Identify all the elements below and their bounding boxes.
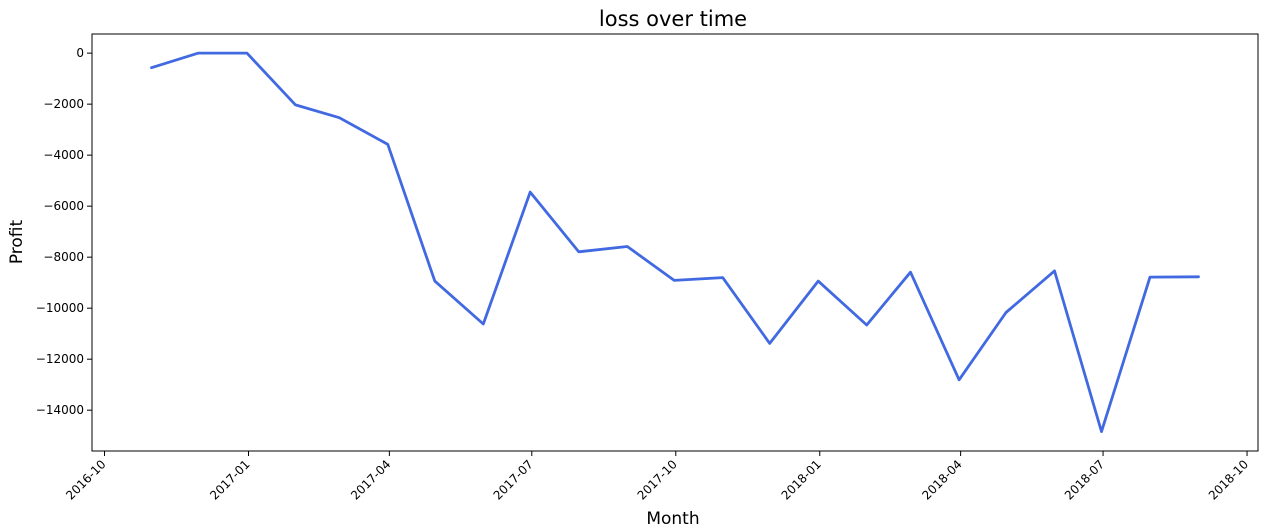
x-tick-label: 2018-04 — [919, 457, 964, 502]
y-tick-label: −4000 — [43, 148, 84, 162]
x-tick-label: 2018-01 — [779, 457, 824, 502]
x-tick-label: 2017-07 — [491, 457, 536, 502]
y-tick-label: −12000 — [36, 352, 84, 366]
x-tick-label: 2017-01 — [207, 457, 252, 502]
y-tick-label: −8000 — [43, 250, 84, 264]
y-tick-label: −14000 — [36, 403, 84, 417]
y-tick-label: −10000 — [36, 301, 84, 315]
x-tick-label: 2017-10 — [635, 457, 680, 502]
x-axis-title: Month — [646, 509, 699, 529]
plot-frame — [91, 33, 1259, 452]
x-tick-label: 2017-04 — [348, 457, 393, 502]
series-line — [150, 51, 1200, 434]
y-axis-title: Profit — [7, 219, 27, 264]
plot-area: 0 −2000 −4000 −6000 −8000 −10000 −12000 −14000 2… — [36, 33, 1259, 503]
x-tick-label: 2016-10 — [63, 457, 108, 502]
y-tick-label: −6000 — [43, 199, 84, 213]
x-tick-label: 2018-10 — [1206, 457, 1251, 502]
x-tick-label: 2018-07 — [1062, 457, 1107, 502]
y-tick-label: 0 — [76, 46, 84, 60]
y-tick-label: −2000 — [43, 97, 84, 111]
chart-title: loss over time — [599, 7, 747, 31]
